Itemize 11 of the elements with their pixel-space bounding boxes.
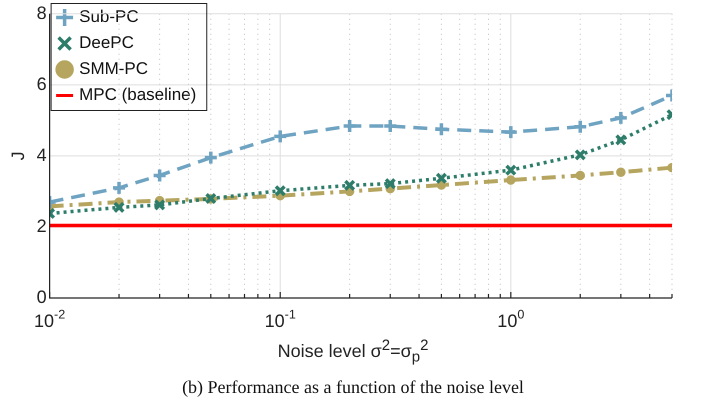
legend-label: DeePC — [79, 33, 134, 52]
y-tick-label: 0 — [36, 286, 47, 307]
legend-label: MPC (baseline) — [79, 85, 196, 104]
legend-label: Sub-PC — [79, 7, 139, 26]
y-axis-title: J — [8, 151, 28, 160]
y-tick-label: 2 — [36, 216, 47, 236]
y-tick-label: 4 — [36, 144, 47, 165]
text: (b) Performance as a function of the noise level — [181, 377, 525, 398]
legend-label: SMM-PC — [79, 59, 148, 78]
y-tick-label: 6 — [36, 74, 47, 94]
y-tick-label: 8 — [36, 2, 47, 23]
